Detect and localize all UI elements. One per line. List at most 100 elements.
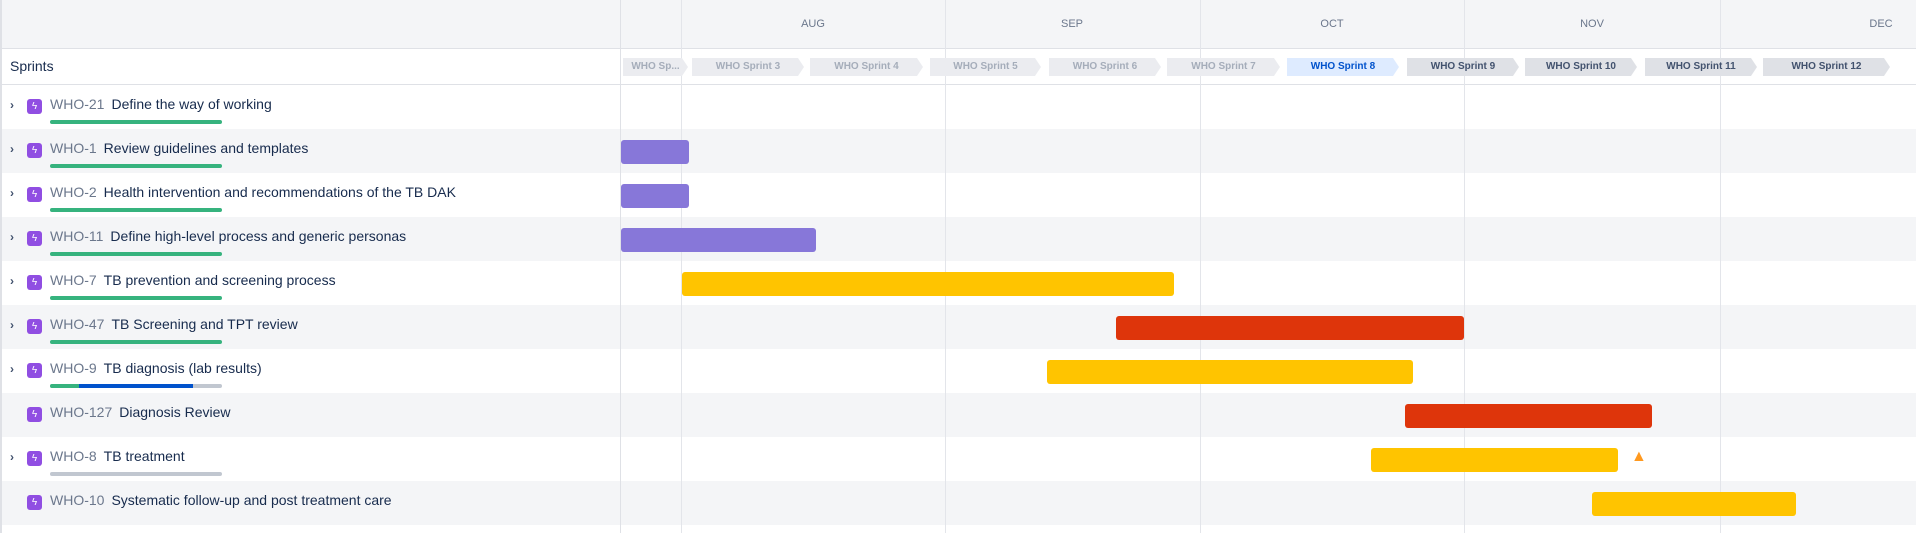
progress-done: [50, 340, 222, 344]
chevron-right-icon[interactable]: ›: [10, 98, 14, 112]
epic-progress-bar: [50, 384, 222, 388]
sprint-chip[interactable]: WHO Sprint 4: [810, 58, 923, 76]
epic-row[interactable]: › ϟ WHO-47 TB Screening and TPT review: [2, 305, 621, 349]
epic-progress-bar: [50, 472, 222, 476]
sprint-chip[interactable]: WHO Sprint 3: [692, 58, 804, 76]
epic-row[interactable]: › ϟ WHO-9 TB diagnosis (lab results): [2, 349, 621, 393]
chevron-right-icon[interactable]: ›: [10, 186, 14, 200]
row-background: [0, 129, 1916, 173]
row-background: [0, 305, 1916, 349]
epic-summary: Define high-level process and generic pe…: [110, 228, 407, 244]
sprint-chip[interactable]: WHO Sprint 9: [1407, 58, 1519, 76]
epic-title[interactable]: WHO-8 TB treatment: [50, 448, 185, 464]
epic-title[interactable]: WHO-9 TB diagnosis (lab results): [50, 360, 262, 376]
epic-row[interactable]: › ϟ WHO-8 TB treatment: [2, 437, 621, 481]
epic-row[interactable]: › ϟ WHO-1 Review guidelines and templates: [2, 129, 621, 173]
epic-key[interactable]: WHO-47: [50, 316, 105, 332]
month-label: SEP: [1060, 18, 1084, 30]
epic-timeline-bar[interactable]: [1116, 316, 1464, 340]
sprint-chip[interactable]: WHO Sprint 10: [1525, 58, 1637, 76]
epic-progress-bar: [50, 252, 222, 256]
chevron-right-icon[interactable]: ›: [10, 274, 14, 288]
sprint-chip[interactable]: WHO Sprint 12: [1763, 58, 1890, 76]
epic-lightning-icon: ϟ: [27, 187, 42, 202]
epic-title[interactable]: WHO-1 Review guidelines and templates: [50, 140, 308, 156]
progress-done: [50, 384, 80, 388]
progress-in-progress: [79, 384, 193, 388]
month-header: [621, 0, 1916, 49]
epic-row[interactable]: › ϟ WHO-7 TB prevention and screening proce…: [2, 261, 621, 305]
sprint-chip[interactable]: WHO Sprint 8: [1287, 58, 1399, 76]
epic-list-panel: Sprints › ϟ WHO-21 Define the way of workin…: [0, 0, 621, 533]
epic-key[interactable]: WHO-2: [50, 184, 97, 200]
epic-timeline-bar[interactable]: [1405, 404, 1652, 428]
epic-key[interactable]: WHO-11: [50, 228, 104, 244]
epic-key[interactable]: WHO-9: [50, 360, 97, 376]
epic-timeline-bar[interactable]: [621, 140, 689, 164]
chevron-right-icon[interactable]: ›: [10, 450, 14, 464]
timeline-panel: AUG SEP OCT NOV DEC WHO Sp... WHO Sprint 3 WHO …: [621, 0, 1916, 533]
chevron-right-icon[interactable]: ›: [10, 362, 14, 376]
sprint-chip[interactable]: WHO Sprint 7: [1167, 58, 1280, 76]
progress-done: [50, 164, 222, 168]
sprint-chip[interactable]: WHO Sprint 5: [930, 58, 1041, 76]
epic-title[interactable]: WHO-11 Define high-level process and gene…: [50, 228, 406, 244]
epic-lightning-icon: ϟ: [27, 231, 42, 246]
epic-timeline-bar[interactable]: [1592, 492, 1796, 516]
sprints-row: [2, 49, 620, 85]
sprint-chip[interactable]: WHO Sprint 6: [1049, 58, 1161, 76]
epic-timeline-bar[interactable]: [682, 272, 1174, 296]
warning-icon[interactable]: ▲: [1631, 448, 1647, 465]
month-gridline: [1464, 0, 1465, 533]
row-background: [0, 217, 1916, 261]
chevron-right-icon[interactable]: ›: [10, 230, 14, 244]
epic-row[interactable]: › ϟ WHO-2 Health intervention and recommend…: [2, 173, 621, 217]
epic-lightning-icon: ϟ: [27, 143, 42, 158]
chevron-right-icon[interactable]: ›: [10, 318, 14, 332]
month-label: AUG: [801, 18, 825, 30]
epic-title[interactable]: WHO-127 Diagnosis Review: [50, 404, 231, 420]
epic-row[interactable]: › ϟ WHO-11 Define high-level process and ge…: [2, 217, 621, 261]
epic-key[interactable]: WHO-10: [50, 492, 105, 508]
epic-key[interactable]: WHO-8: [50, 448, 97, 464]
month-label: NOV: [1580, 18, 1604, 30]
month-label: DEC: [1869, 18, 1893, 30]
epic-key[interactable]: WHO-7: [50, 272, 97, 288]
epic-title[interactable]: WHO-2 Health intervention and recommendat…: [50, 184, 456, 200]
epic-timeline-bar[interactable]: [621, 184, 689, 208]
epic-key[interactable]: WHO-127: [50, 404, 113, 420]
epic-lightning-icon: ϟ: [27, 407, 42, 422]
epic-row[interactable]: › ϟ WHO-21 Define the way of working: [2, 85, 621, 129]
chevron-right-icon[interactable]: ›: [10, 142, 14, 156]
sprints-label: Sprints: [10, 58, 54, 74]
epic-progress-bar: [50, 296, 222, 300]
month-gridline: [945, 0, 946, 533]
epic-title[interactable]: WHO-47 TB Screening and TPT review: [50, 316, 298, 332]
sprint-chip[interactable]: WHO Sp...: [623, 58, 688, 76]
epic-summary: TB Screening and TPT review: [111, 316, 298, 332]
epic-title[interactable]: WHO-10 Systematic follow-up and post trea…: [50, 492, 392, 508]
epic-timeline-bar[interactable]: [1047, 360, 1413, 384]
epic-lightning-icon: ϟ: [27, 451, 42, 466]
epic-title[interactable]: WHO-21 Define the way of working: [50, 96, 272, 112]
progress-done: [50, 252, 222, 256]
epic-summary: Define the way of working: [111, 96, 272, 112]
epic-timeline-bar[interactable]: [621, 228, 816, 252]
epic-progress-bar: [50, 340, 222, 344]
month-gridline: [1200, 0, 1201, 533]
epic-row[interactable]: ϟ WHO-127 Diagnosis Review: [2, 393, 621, 437]
epic-title[interactable]: WHO-7 TB prevention and screening process: [50, 272, 336, 288]
epic-lightning-icon: ϟ: [27, 363, 42, 378]
epic-key[interactable]: WHO-1: [50, 140, 97, 156]
epic-summary: Diagnosis Review: [119, 404, 231, 420]
epic-progress-bar: [50, 120, 222, 124]
epic-summary: Review guidelines and templates: [103, 140, 309, 156]
epic-summary: TB prevention and screening process: [103, 272, 336, 288]
epic-key[interactable]: WHO-21: [50, 96, 105, 112]
epic-summary: Systematic follow-up and post treatment …: [111, 492, 392, 508]
epic-row[interactable]: ϟ WHO-10 Systematic follow-up and post tre…: [2, 481, 621, 525]
progress-done: [50, 120, 222, 124]
epic-timeline-bar[interactable]: [1371, 448, 1618, 472]
epic-summary: TB diagnosis (lab results): [103, 360, 262, 376]
sprint-chip[interactable]: WHO Sprint 11: [1645, 58, 1757, 76]
